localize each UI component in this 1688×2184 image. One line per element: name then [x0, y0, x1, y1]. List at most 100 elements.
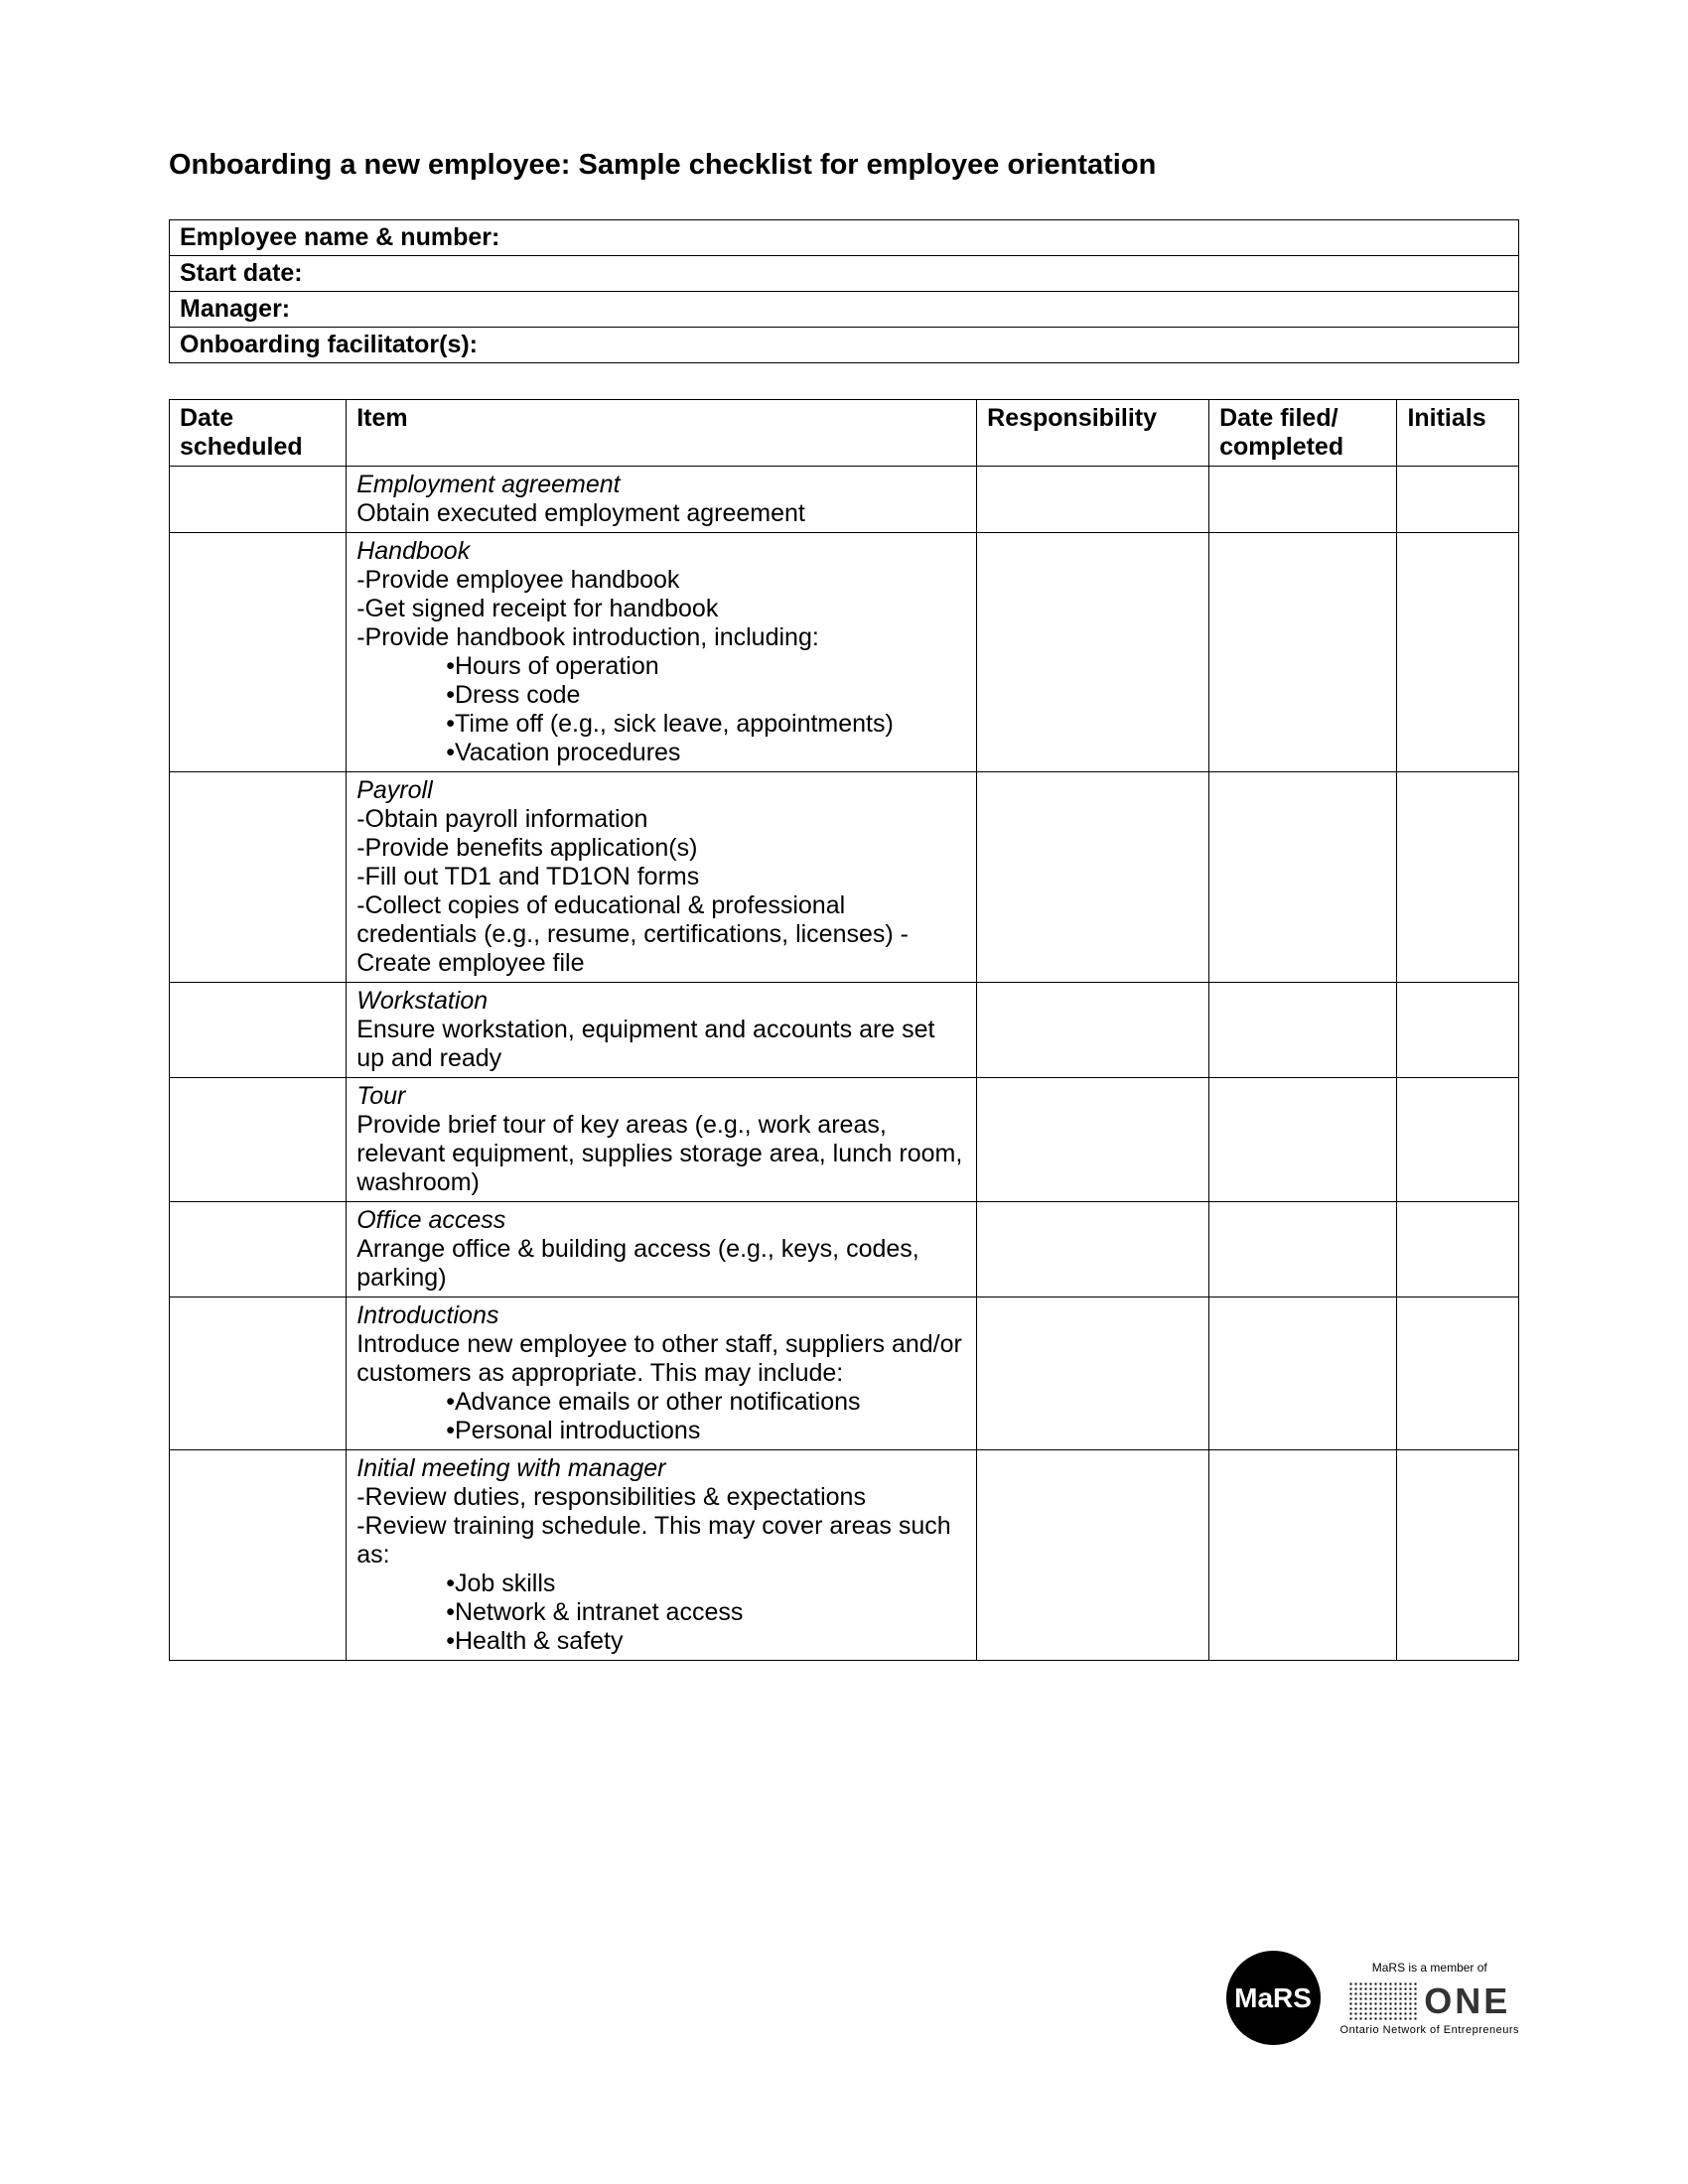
bullet-item: •Health & safety — [446, 1627, 966, 1656]
cell-initials — [1397, 983, 1519, 1078]
item-title: Payroll — [356, 776, 966, 805]
item-line: Introduce new employee to other staff, s… — [356, 1330, 966, 1388]
cell-date-filed — [1209, 467, 1397, 533]
cell-date-scheduled — [170, 772, 347, 983]
cell-date-filed — [1209, 772, 1397, 983]
cell-item: WorkstationEnsure workstation, equipment… — [347, 983, 977, 1078]
info-row: Manager: — [170, 292, 1519, 328]
one-subtitle: Ontario Network of Entrepreneurs — [1340, 2024, 1519, 2036]
cell-item: Office accessArrange office & building a… — [347, 1202, 977, 1297]
bullet-item: •Personal introductions — [446, 1417, 966, 1445]
table-row: Office accessArrange office & building a… — [170, 1202, 1519, 1297]
item-line: -Collect copies of educational & profess… — [356, 891, 966, 978]
cell-responsibility — [977, 772, 1209, 983]
info-field-label: Employee name & number: — [170, 220, 1519, 256]
cell-responsibility — [977, 1297, 1209, 1450]
col-item: Item — [347, 400, 977, 467]
bullet-block: •Job skills•Network & intranet access•He… — [356, 1570, 966, 1656]
table-header-row: Date scheduled Item Responsibility Date … — [170, 400, 1519, 467]
cell-date-filed — [1209, 983, 1397, 1078]
cell-initials — [1397, 1202, 1519, 1297]
info-row: Onboarding facilitator(s): — [170, 328, 1519, 363]
item-line: -Get signed receipt for handbook — [356, 595, 966, 623]
cell-date-scheduled — [170, 533, 347, 772]
col-date-scheduled: Date scheduled — [170, 400, 347, 467]
cell-date-filed — [1209, 533, 1397, 772]
col-date-filed: Date filed/ completed — [1209, 400, 1397, 467]
item-line: -Obtain payroll information — [356, 805, 966, 834]
item-line: -Review duties, responsibilities & expec… — [356, 1483, 966, 1512]
bullet-item: •Time off (e.g., sick leave, appointment… — [446, 710, 966, 739]
cell-initials — [1397, 1297, 1519, 1450]
item-title: Tour — [356, 1082, 966, 1111]
bullet-item: •Network & intranet access — [446, 1598, 966, 1627]
item-line: -Fill out TD1 and TD1ON forms — [356, 863, 966, 891]
item-title: Workstation — [356, 987, 966, 1016]
bullet-item: •Dress code — [446, 681, 966, 710]
table-row: Payroll-Obtain payroll information-Provi… — [170, 772, 1519, 983]
item-title: Office access — [356, 1206, 966, 1235]
table-row: WorkstationEnsure workstation, equipment… — [170, 983, 1519, 1078]
item-title: Initial meeting with manager — [356, 1454, 966, 1483]
mars-logo-icon: MaRS — [1226, 1951, 1321, 2045]
cell-item: Payroll-Obtain payroll information-Provi… — [347, 772, 977, 983]
info-table: Employee name & number:Start date:Manage… — [169, 219, 1519, 363]
cell-date-scheduled — [170, 1078, 347, 1202]
info-field-label: Onboarding facilitator(s): — [170, 328, 1519, 363]
item-line: -Provide handbook introduction, includin… — [356, 623, 966, 652]
cell-responsibility — [977, 1078, 1209, 1202]
info-row: Employee name & number: — [170, 220, 1519, 256]
item-title: Employment agreement — [356, 471, 966, 499]
bullet-block: •Hours of operation•Dress code•Time off … — [356, 652, 966, 767]
dots-icon — [1348, 1981, 1418, 2021]
cell-item: TourProvide brief tour of key areas (e.g… — [347, 1078, 977, 1202]
item-line: Ensure workstation, equipment and accoun… — [356, 1016, 966, 1073]
cell-date-filed — [1209, 1202, 1397, 1297]
cell-initials — [1397, 1450, 1519, 1661]
cell-date-filed — [1209, 1450, 1397, 1661]
col-initials: Initials — [1397, 400, 1519, 467]
table-row: Handbook-Provide employee handbook-Get s… — [170, 533, 1519, 772]
item-line: -Provide employee handbook — [356, 566, 966, 595]
cell-date-scheduled — [170, 1202, 347, 1297]
cell-item: Employment agreementObtain executed empl… — [347, 467, 977, 533]
cell-initials — [1397, 467, 1519, 533]
bullet-item: •Advance emails or other notifications — [446, 1388, 966, 1417]
item-line: Obtain executed employment agreement — [356, 499, 966, 528]
cell-responsibility — [977, 1450, 1209, 1661]
checklist-table: Date scheduled Item Responsibility Date … — [169, 399, 1519, 1661]
page-title: Onboarding a new employee: Sample checkl… — [169, 149, 1519, 182]
info-row: Start date: — [170, 256, 1519, 292]
item-title: Handbook — [356, 537, 966, 566]
info-field-label: Manager: — [170, 292, 1519, 328]
bullet-item: •Hours of operation — [446, 652, 966, 681]
cell-date-scheduled — [170, 467, 347, 533]
info-field-label: Start date: — [170, 256, 1519, 292]
table-row: TourProvide brief tour of key areas (e.g… — [170, 1078, 1519, 1202]
cell-responsibility — [977, 467, 1209, 533]
cell-date-scheduled — [170, 1297, 347, 1450]
cell-initials — [1397, 533, 1519, 772]
item-line: Provide brief tour of key areas (e.g., w… — [356, 1111, 966, 1197]
cell-responsibility — [977, 1202, 1209, 1297]
item-line: Arrange office & building access (e.g., … — [356, 1235, 966, 1293]
table-row: IntroductionsIntroduce new employee to o… — [170, 1297, 1519, 1450]
table-row: Initial meeting with manager-Review duti… — [170, 1450, 1519, 1661]
cell-date-filed — [1209, 1297, 1397, 1450]
one-network-block: MaRS is a member of ONE Ontario Network … — [1340, 1961, 1519, 2036]
cell-initials — [1397, 772, 1519, 983]
cell-responsibility — [977, 983, 1209, 1078]
cell-item: IntroductionsIntroduce new employee to o… — [347, 1297, 977, 1450]
table-row: Employment agreementObtain executed empl… — [170, 467, 1519, 533]
one-logo-icon: ONE — [1348, 1980, 1510, 2022]
one-text: ONE — [1424, 1980, 1510, 2022]
bullet-item: •Vacation procedures — [446, 739, 966, 767]
item-title: Introductions — [356, 1301, 966, 1330]
col-responsibility: Responsibility — [977, 400, 1209, 467]
footer: MaRS MaRS is a member of ONE Ontario Net… — [1226, 1951, 1519, 2045]
cell-date-scheduled — [170, 983, 347, 1078]
bullet-block: •Advance emails or other notifications•P… — [356, 1388, 966, 1445]
bullet-item: •Job skills — [446, 1570, 966, 1598]
cell-date-scheduled — [170, 1450, 347, 1661]
cell-item: Handbook-Provide employee handbook-Get s… — [347, 533, 977, 772]
